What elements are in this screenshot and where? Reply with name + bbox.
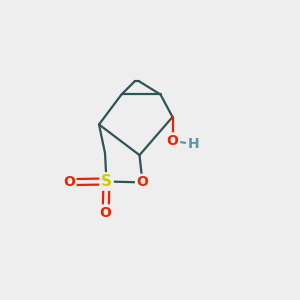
Text: H: H xyxy=(188,137,199,151)
Text: O: O xyxy=(136,176,148,189)
Text: O: O xyxy=(63,175,75,189)
Text: O: O xyxy=(167,134,178,148)
Text: O: O xyxy=(100,206,112,220)
Text: S: S xyxy=(101,174,112,189)
